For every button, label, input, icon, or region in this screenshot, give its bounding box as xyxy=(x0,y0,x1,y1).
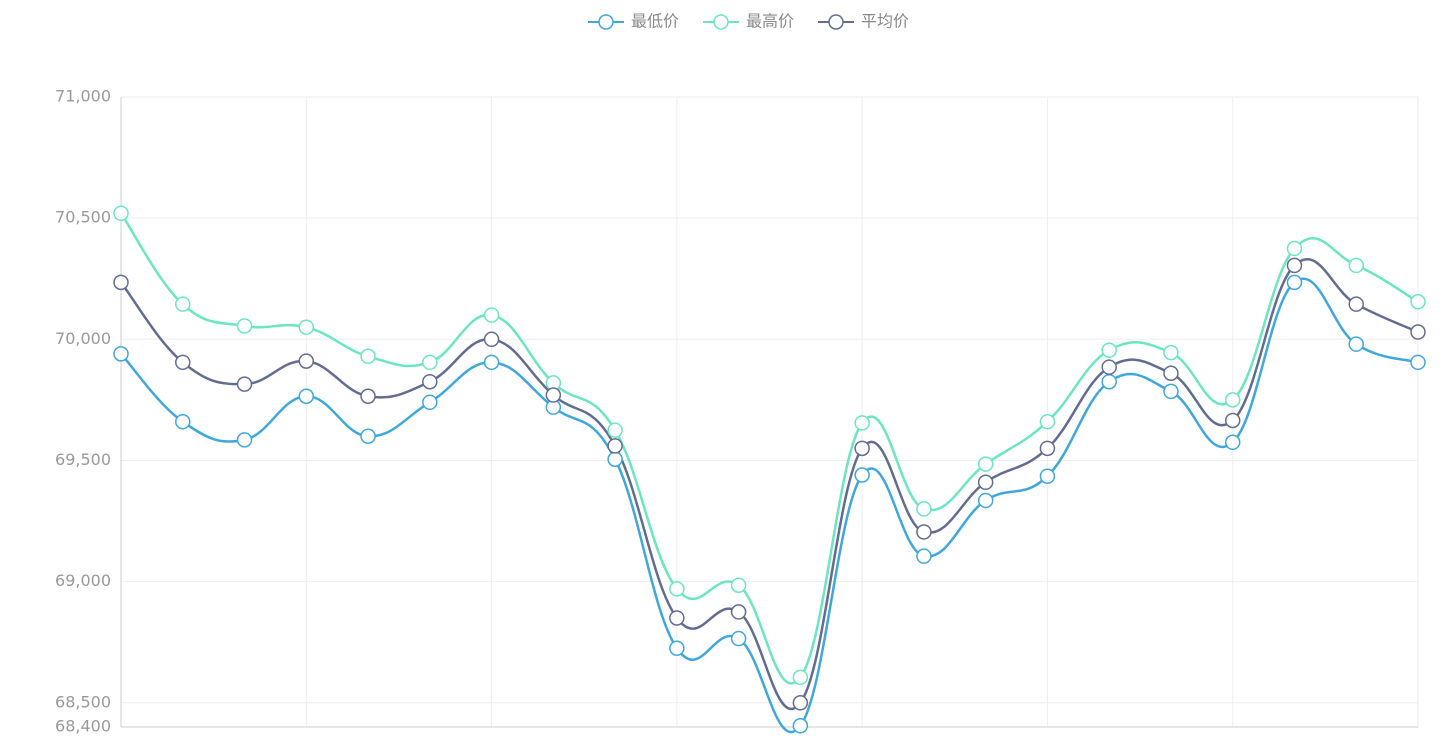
data-point xyxy=(422,373,438,390)
data-point xyxy=(1286,240,1303,257)
data-point xyxy=(1039,440,1056,457)
data-point xyxy=(1101,342,1117,358)
data-point xyxy=(1224,392,1241,408)
data-point xyxy=(298,353,315,369)
legend-item: 最低价 xyxy=(588,12,679,31)
y-tick-label: 68,500 xyxy=(55,692,111,711)
data-point xyxy=(854,467,870,483)
data-point xyxy=(1348,257,1364,274)
data-point xyxy=(1163,365,1179,381)
data-point xyxy=(1348,336,1364,352)
data-point xyxy=(792,718,809,734)
data-point xyxy=(1039,413,1056,430)
data-point xyxy=(175,354,191,371)
series-line xyxy=(119,212,1419,685)
legend-marker xyxy=(598,14,614,30)
data-point xyxy=(483,331,500,348)
data-point xyxy=(236,432,253,448)
data-point xyxy=(1163,383,1179,400)
data-point xyxy=(669,610,685,626)
data-point xyxy=(1410,324,1426,340)
data-point xyxy=(977,474,994,491)
data-point xyxy=(792,695,809,711)
data-point xyxy=(298,319,315,335)
data-point xyxy=(854,440,870,457)
y-tick-label: 69,000 xyxy=(55,571,111,590)
legend-text: 平均价 xyxy=(861,12,909,31)
data-point xyxy=(175,296,191,312)
data-point xyxy=(1101,359,1117,375)
data-point xyxy=(607,422,623,438)
data-point xyxy=(607,451,623,467)
data-point xyxy=(1039,468,1056,484)
series-line xyxy=(120,277,1419,734)
legend-text: 最低价 xyxy=(631,12,679,31)
data-point xyxy=(916,548,932,564)
legend-marker xyxy=(828,14,844,30)
data-point xyxy=(236,376,253,392)
data-point xyxy=(977,492,994,509)
data-point xyxy=(977,456,994,472)
y-tick-label: 70,500 xyxy=(55,208,111,227)
y-tick-label: 70,000 xyxy=(55,329,111,348)
legend-text: 最高价 xyxy=(746,12,794,31)
data-point xyxy=(483,307,500,323)
data-point xyxy=(1224,434,1241,451)
data-point xyxy=(1286,274,1303,291)
data-point xyxy=(916,524,932,540)
data-point xyxy=(113,274,129,291)
data-point xyxy=(545,387,562,403)
data-point xyxy=(113,205,129,222)
data-point xyxy=(669,581,685,597)
data-point xyxy=(298,388,315,404)
data-point xyxy=(1286,257,1303,274)
y-tick-label: 69,500 xyxy=(55,450,111,469)
data-point xyxy=(1101,373,1117,390)
data-point xyxy=(1410,354,1426,371)
data-point xyxy=(483,354,500,371)
data-point xyxy=(730,577,747,593)
data-point xyxy=(1410,294,1426,310)
data-point xyxy=(360,348,376,365)
y-tick-label: 71,000 xyxy=(55,87,111,106)
data-point xyxy=(854,415,870,431)
data-point xyxy=(730,630,747,647)
y-tick-label: 68,400 xyxy=(55,717,111,736)
data-point xyxy=(792,669,809,686)
legend-item: 最高价 xyxy=(703,12,794,31)
data-point xyxy=(669,640,685,656)
data-point xyxy=(422,394,438,411)
series-line xyxy=(120,257,1419,711)
legend-item: 平均价 xyxy=(818,12,909,31)
data-point xyxy=(360,388,376,404)
legend-marker xyxy=(713,14,729,30)
data-point xyxy=(422,354,438,371)
data-point xyxy=(1348,296,1364,312)
data-point xyxy=(113,346,129,362)
data-point xyxy=(730,604,747,620)
data-point xyxy=(607,438,623,454)
data-point xyxy=(1163,344,1179,361)
data-point xyxy=(236,318,253,334)
data-point xyxy=(1224,412,1241,429)
data-point xyxy=(360,428,376,444)
data-point xyxy=(916,501,932,517)
data-point xyxy=(175,413,191,430)
